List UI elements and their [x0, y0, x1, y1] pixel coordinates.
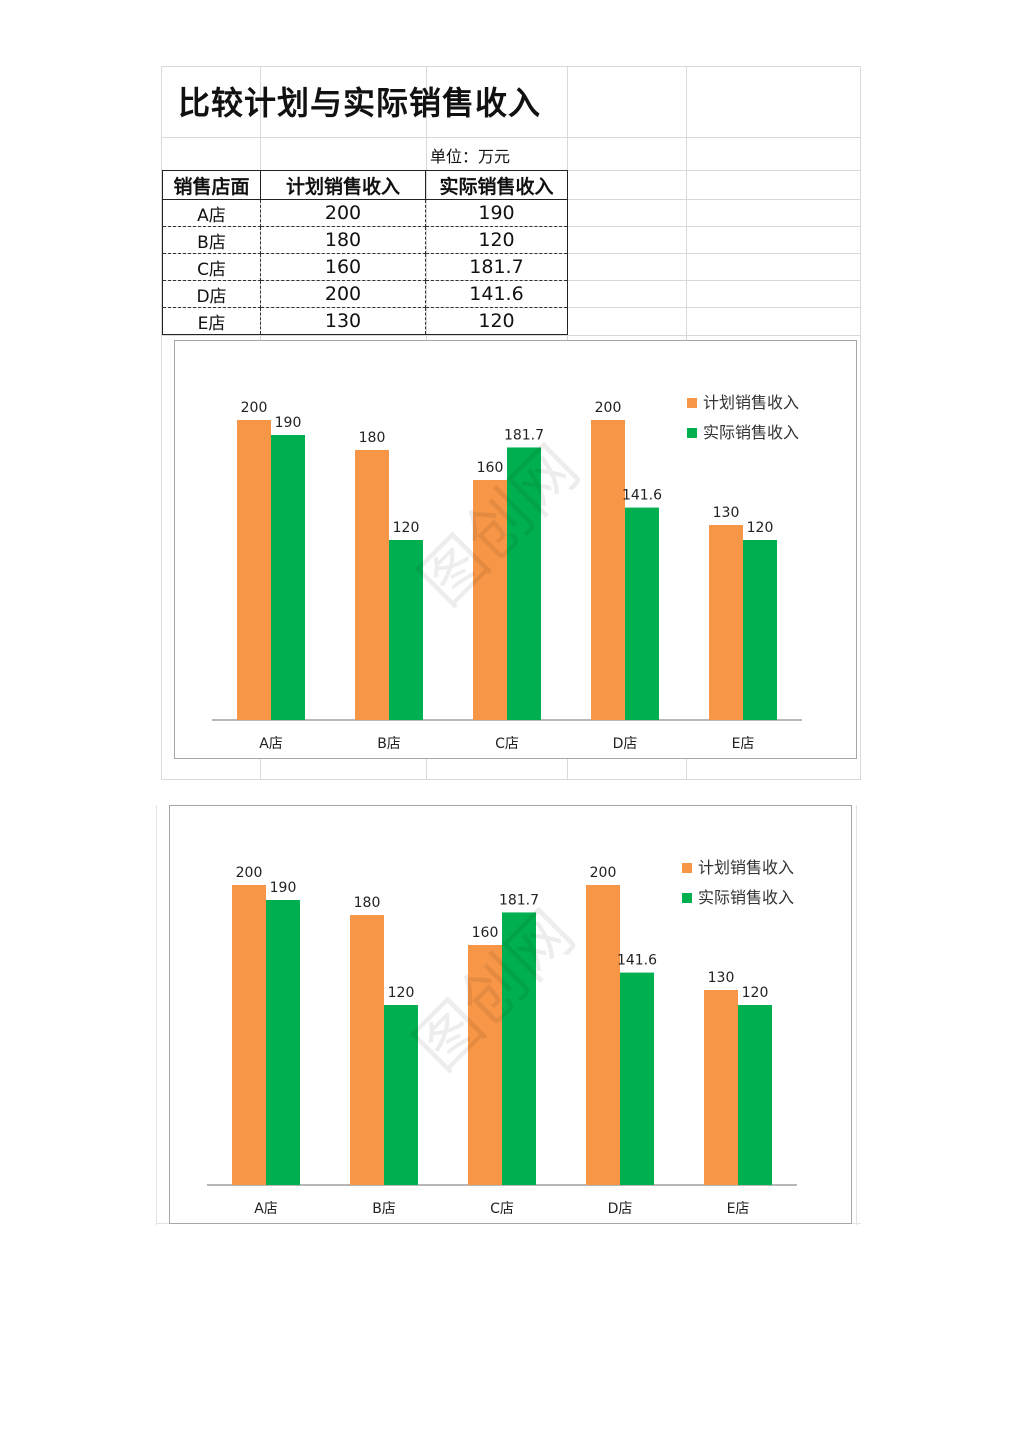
planned-cell[interactable]: 200 — [260, 199, 426, 227]
planned-cell[interactable]: 200 — [260, 280, 426, 308]
data-label: 190 — [275, 415, 302, 431]
data-label: 160 — [472, 925, 499, 941]
legend-label-planned: 计划销售收入 — [703, 393, 799, 412]
legend-label-actual: 实际销售收入 — [703, 423, 799, 442]
category-tick-label: B店 — [377, 736, 401, 752]
legend-swatch-actual — [682, 893, 692, 903]
table-header-row: 销售店面 计划销售收入 实际销售收入 — [162, 170, 568, 200]
table-row: C店 160 181.7 — [162, 253, 568, 281]
actual-bar — [502, 912, 536, 1185]
data-label: 130 — [713, 505, 740, 521]
store-cell[interactable]: D店 — [162, 280, 261, 308]
actual-cell[interactable]: 120 — [425, 307, 568, 335]
header-store: 销售店面 — [162, 170, 261, 200]
legend-swatch-actual — [687, 428, 697, 438]
legend-swatch-planned — [687, 398, 697, 408]
data-label: 141.6 — [617, 953, 657, 969]
legend-swatch-planned — [682, 863, 692, 873]
planned-cell[interactable]: 160 — [260, 253, 426, 281]
planned-bar — [232, 885, 266, 1185]
data-label: 120 — [747, 520, 774, 536]
sales-table: 销售店面 计划销售收入 实际销售收入 A店 200 190 B店 180 120… — [162, 170, 568, 335]
sales-comparison-chart-2[interactable]: 200 190 A店 180 120 B店 160 181.7 C店 200 141.6 D店 130 1… — [169, 805, 852, 1224]
actual-bar — [743, 540, 777, 720]
data-label: 200 — [241, 400, 268, 416]
store-cell[interactable]: E店 — [162, 307, 261, 335]
store-cell[interactable]: B店 — [162, 226, 261, 254]
sheet-title: 比较计划与实际销售收入 — [178, 84, 542, 122]
category-tick-label: C店 — [490, 1201, 514, 1217]
actual-bar — [271, 435, 305, 720]
unit-label: 单位：万元 — [430, 147, 511, 166]
header-planned: 计划销售收入 — [260, 170, 426, 200]
data-label: 190 — [270, 880, 297, 896]
data-label: 181.7 — [499, 892, 539, 908]
sales-comparison-chart-1[interactable]: 200 190 A店 180 120 B店 160 181.7 C店 200 141.6 D店 130 1… — [174, 340, 857, 759]
actual-cell[interactable]: 181.7 — [425, 253, 568, 281]
table-row: A店 200 190 — [162, 199, 568, 227]
data-label: 200 — [595, 400, 622, 416]
store-cell[interactable]: C店 — [162, 253, 261, 281]
category-tick-label: E店 — [732, 736, 755, 752]
planned-bar — [237, 420, 271, 720]
actual-cell[interactable]: 120 — [425, 226, 568, 254]
data-label: 120 — [742, 985, 769, 1001]
actual-cell[interactable]: 141.6 — [425, 280, 568, 308]
planned-bar — [586, 885, 620, 1185]
data-label: 120 — [388, 985, 415, 1001]
planned-bar — [355, 450, 389, 720]
category-tick-label: C店 — [495, 736, 519, 752]
legend-label-actual: 实际销售收入 — [698, 888, 794, 907]
header-actual: 实际销售收入 — [425, 170, 568, 200]
planned-bar — [709, 525, 743, 720]
table-row: E店 130 120 — [162, 307, 568, 335]
table-row: D店 200 141.6 — [162, 280, 568, 308]
actual-bar — [738, 1005, 772, 1185]
data-label: 180 — [354, 895, 381, 911]
category-tick-label: D店 — [608, 1201, 633, 1217]
category-tick-label: D店 — [613, 736, 638, 752]
actual-bar — [625, 507, 659, 720]
planned-bar — [704, 990, 738, 1185]
data-label: 130 — [708, 970, 735, 986]
actual-bar — [389, 540, 423, 720]
store-cell[interactable]: A店 — [162, 199, 261, 227]
category-tick-label: B店 — [372, 1201, 396, 1217]
data-label: 181.7 — [504, 427, 544, 443]
planned-bar — [350, 915, 384, 1185]
category-tick-label: A店 — [254, 1201, 278, 1217]
category-tick-label: E店 — [727, 1201, 750, 1217]
data-label: 141.6 — [622, 488, 662, 504]
data-label: 160 — [477, 460, 504, 476]
table-row: B店 180 120 — [162, 226, 568, 254]
actual-bar — [266, 900, 300, 1185]
data-label: 120 — [393, 520, 420, 536]
chart-1-svg: 200 190 A店 180 120 B店 160 181.7 C店 200 141.6 D店 130 1… — [212, 393, 802, 752]
data-label: 200 — [236, 865, 263, 881]
actual-bar — [620, 972, 654, 1185]
legend-label-planned: 计划销售收入 — [698, 858, 794, 877]
planned-cell[interactable]: 180 — [260, 226, 426, 254]
planned-cell[interactable]: 130 — [260, 307, 426, 335]
planned-bar — [473, 480, 507, 720]
category-tick-label: A店 — [259, 736, 283, 752]
planned-bar — [468, 945, 502, 1185]
planned-bar — [591, 420, 625, 720]
data-label: 200 — [590, 865, 617, 881]
data-label: 180 — [359, 430, 386, 446]
actual-bar — [384, 1005, 418, 1185]
actual-cell[interactable]: 190 — [425, 199, 568, 227]
chart-2-svg: 200 190 A店 180 120 B店 160 181.7 C店 200 141.6 D店 130 1… — [207, 858, 797, 1217]
actual-bar — [507, 447, 541, 720]
